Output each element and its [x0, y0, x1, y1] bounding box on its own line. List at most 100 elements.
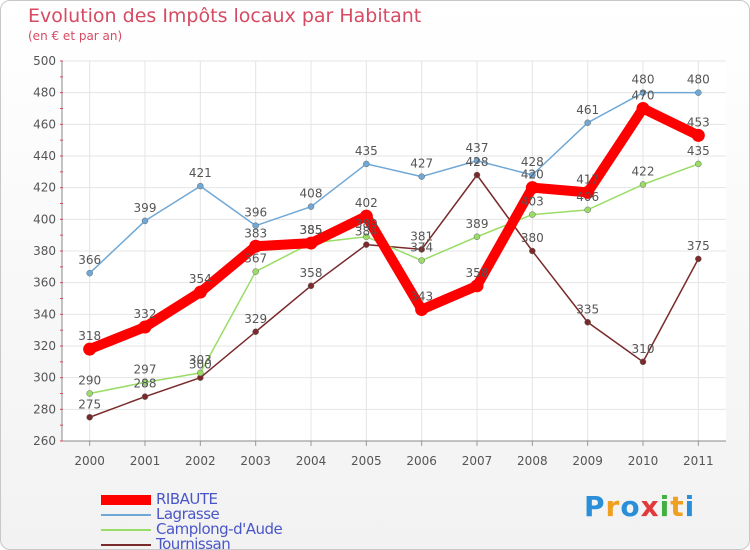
data-point-ribaute — [415, 303, 429, 317]
logo-letter: o — [620, 490, 641, 523]
data-point-camplong-d-aude — [695, 160, 702, 168]
data-label-camplong-d-aude: 435 — [687, 144, 710, 158]
data-point-lagrasse — [418, 173, 425, 180]
x-tick-label: 2000 — [74, 454, 105, 468]
data-point-ribaute — [691, 128, 705, 142]
data-label-camplong-d-aude: 389 — [355, 217, 378, 231]
data-label-camplong-d-aude: 367 — [244, 252, 267, 266]
y-tick-label: 380 — [33, 244, 56, 258]
data-label-tournissan: 384 — [355, 225, 378, 239]
data-point-camplong-d-aude — [473, 233, 481, 240]
legend-label: RIBAUTE — [156, 490, 218, 508]
data-label-tournissan: 310 — [632, 342, 655, 356]
data-point-camplong-d-aude — [529, 211, 536, 218]
data-label-camplong-d-aude: 406 — [576, 190, 599, 204]
data-point-lagrasse — [86, 269, 93, 277]
x-tick-label: 2011 — [683, 454, 714, 468]
data-label-ribaute: 332 — [134, 307, 157, 321]
data-label-ribaute: 354 — [189, 272, 212, 286]
data-point-tournissan — [473, 171, 481, 179]
x-tick-label: 2010 — [628, 454, 659, 468]
data-label-ribaute: 318 — [78, 329, 101, 343]
data-point-ribaute — [525, 181, 539, 195]
data-label-ribaute: 343 — [410, 290, 433, 304]
data-point-ribaute — [193, 285, 207, 299]
data-label-tournissan: 288 — [134, 377, 157, 391]
logo-letter: i — [684, 490, 696, 523]
y-tick-label: 280 — [33, 402, 56, 416]
data-point-ribaute — [581, 185, 595, 199]
data-label-tournissan: 358 — [300, 266, 323, 280]
y-tick-label: 340 — [33, 307, 56, 321]
data-point-ribaute — [359, 209, 373, 223]
chart-subtitle: (en € et par an) — [28, 29, 123, 43]
data-point-tournissan — [584, 319, 591, 326]
y-tick-label: 460 — [33, 117, 56, 131]
data-label-lagrasse: 399 — [134, 201, 157, 215]
data-point-tournissan — [141, 393, 149, 400]
y-tick-label: 440 — [33, 149, 56, 163]
data-label-ribaute: 358 — [466, 266, 489, 280]
y-tick-label: 260 — [33, 434, 56, 448]
data-label-ribaute: 383 — [244, 226, 267, 240]
x-tick-label: 2007 — [462, 454, 493, 468]
data-label-ribaute: 470 — [632, 89, 655, 103]
data-point-camplong-d-aude — [252, 268, 259, 275]
data-point-camplong-d-aude — [418, 257, 425, 264]
x-tick-label: 2002 — [185, 454, 216, 468]
data-label-lagrasse: 435 — [355, 144, 378, 158]
data-label-tournissan: 428 — [466, 155, 489, 169]
data-point-camplong-d-aude — [86, 390, 93, 397]
data-point-camplong-d-aude — [141, 379, 149, 386]
data-point-lagrasse — [307, 203, 315, 210]
data-label-lagrasse: 480 — [632, 73, 655, 87]
data-label-ribaute: 420 — [521, 168, 544, 182]
legend-swatch — [101, 529, 151, 531]
data-point-ribaute — [470, 279, 484, 293]
legend-swatch — [101, 495, 151, 505]
data-point-tournissan — [639, 358, 647, 366]
x-tick-label: 2006 — [406, 454, 437, 468]
data-label-ribaute: 385 — [300, 223, 323, 237]
series-line-camplong-d-aude — [88, 163, 700, 395]
x-tick-label: 2001 — [130, 454, 161, 468]
data-label-camplong-d-aude: 422 — [632, 165, 655, 179]
logo-letter: i — [659, 490, 671, 523]
data-point-lagrasse — [141, 217, 149, 225]
logo-letter: r — [605, 490, 621, 523]
data-label-camplong-d-aude: 374 — [410, 241, 433, 255]
data-point-tournissan — [529, 247, 536, 255]
y-tick-label: 500 — [33, 54, 56, 68]
data-point-lagrasse — [252, 222, 259, 229]
data-label-lagrasse: 461 — [576, 103, 599, 117]
data-point-lagrasse — [529, 171, 536, 179]
proxiti-logo: Proxiti — [584, 490, 695, 523]
data-label-tournissan: 275 — [78, 397, 101, 411]
logo-letter: t — [670, 490, 685, 523]
data-label-lagrasse: 428 — [521, 155, 544, 169]
data-point-camplong-d-aude — [639, 181, 647, 188]
data-label-camplong-d-aude: 297 — [134, 362, 157, 376]
legend-label: Lagrasse — [156, 505, 220, 523]
data-point-camplong-d-aude — [197, 369, 204, 377]
series-line-tournissan — [88, 174, 700, 418]
data-point-lagrasse — [197, 182, 204, 190]
data-label-tournissan: 380 — [521, 231, 544, 245]
x-tick-label: 2008 — [517, 454, 548, 468]
data-point-tournissan — [695, 255, 702, 263]
data-point-tournissan — [418, 246, 425, 253]
y-tick-label: 320 — [33, 339, 56, 353]
data-label-lagrasse: 437 — [466, 141, 489, 155]
chart-title: Evolution des Impôts locaux par Habitant — [28, 5, 422, 27]
data-point-lagrasse — [584, 119, 591, 126]
legend-label: Camplong-d'Aude — [156, 520, 283, 538]
y-tick-label: 300 — [33, 371, 56, 385]
data-point-ribaute — [304, 236, 318, 250]
y-tick-label: 480 — [33, 86, 56, 100]
data-point-tournissan — [363, 241, 370, 248]
data-point-ribaute — [636, 102, 650, 115]
series-line-lagrasse — [88, 91, 700, 274]
data-label-lagrasse: 421 — [189, 166, 212, 180]
data-point-lagrasse — [473, 157, 481, 164]
